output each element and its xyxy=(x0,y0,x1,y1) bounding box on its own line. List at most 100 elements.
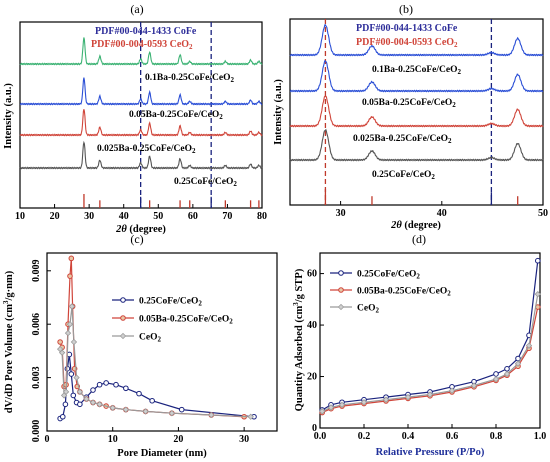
x-tick-label: 60 xyxy=(188,211,198,222)
data-point xyxy=(70,392,77,399)
panel-b-label-s3: 0.025Ba-0.25CoFe/CeO2 xyxy=(353,134,452,145)
x-tick-label: 20 xyxy=(173,434,183,445)
data-point xyxy=(360,399,368,406)
data-point xyxy=(68,371,75,377)
series-line-0 xyxy=(289,24,544,57)
x-tick-label: 80 xyxy=(257,211,267,222)
series-line-2 xyxy=(289,95,544,128)
data-point xyxy=(73,374,80,381)
legend-label: 0.05Ba-0.25CoFe/CeO2 xyxy=(357,287,451,298)
data-point xyxy=(448,387,456,394)
data-point xyxy=(62,401,69,408)
x-tick-label: 1.0 xyxy=(534,431,547,442)
x-tick-label: 50 xyxy=(538,208,548,219)
series-line-2 xyxy=(321,294,539,412)
panel-b: 30 40 50 PDF#00-044-1433 CoFe PDF#00-004-0… xyxy=(273,18,548,231)
panel-b-xlabel: 2θ (degree) xyxy=(390,220,441,231)
panel-c: 0 10 20 30 0.000 0.003 0.006 0.009 0.25CoFe/CeO… xyxy=(2,252,278,459)
data-point xyxy=(149,397,155,404)
x-tick-label: 30 xyxy=(336,208,346,219)
x-tick-label: 0 xyxy=(45,434,50,445)
data-point xyxy=(122,406,130,413)
data-point xyxy=(338,287,344,293)
panel-d-ticks: 0.0 0.2 0.4 0.6 0.8 1.0 0 20 40 60 xyxy=(307,269,546,442)
data-point xyxy=(120,315,126,321)
legend-label: CeO2 xyxy=(357,304,379,315)
series-line-1 xyxy=(19,77,263,106)
panel-b-label-s2: 0.05Ba-0.25CoFe/CeO2 xyxy=(362,98,456,109)
data-point xyxy=(514,360,522,367)
y-tick-label: 0.000 xyxy=(31,420,42,443)
data-point xyxy=(426,391,434,398)
series-line-3 xyxy=(19,140,263,170)
data-point xyxy=(103,380,109,386)
panel-b-legend-ceo2: PDF#00-004-0593 CeO2 xyxy=(356,37,458,49)
data-point xyxy=(338,270,344,276)
panel-d-label: (d) xyxy=(412,232,426,246)
series-line-1 xyxy=(289,59,544,93)
panel-d-plot xyxy=(319,257,541,416)
data-point xyxy=(470,382,478,389)
data-point xyxy=(96,401,103,408)
x-tick-label: 30 xyxy=(239,434,249,445)
data-point xyxy=(67,273,73,279)
data-point xyxy=(89,399,97,406)
x-tick-label: 50 xyxy=(153,211,163,222)
panel-c-xlabel: Pore Diameter (nm) xyxy=(117,448,207,459)
x-tick-label: 70 xyxy=(222,211,232,222)
data-point xyxy=(382,396,390,403)
x-tick-label: 0.4 xyxy=(402,431,415,442)
x-tick-label: 40 xyxy=(119,211,129,222)
series-line-3 xyxy=(289,128,544,162)
data-point xyxy=(64,329,72,337)
data-point xyxy=(535,257,541,264)
data-point xyxy=(208,411,215,419)
panel-a-label: (a) xyxy=(130,2,143,16)
data-point xyxy=(59,413,66,420)
panel-b-frame xyxy=(289,18,544,206)
data-point xyxy=(178,406,185,413)
data-point xyxy=(109,404,116,412)
data-point xyxy=(70,338,78,346)
data-point xyxy=(534,291,541,298)
panel-a-xlabel: 2θ (degree) xyxy=(115,224,166,235)
legend-label: 0.05Ba-0.25CoFe/CeO2 xyxy=(139,315,233,326)
data-point xyxy=(337,303,345,311)
x-tick-label: 40 xyxy=(437,208,447,219)
y-tick-label: 0.009 xyxy=(31,260,42,283)
panel-b-ticks: 30 40 50 xyxy=(336,201,548,219)
data-point xyxy=(120,297,126,303)
series-line-0 xyxy=(59,354,255,420)
panel-b-label-s4: 0.25CoFe/CeO2 xyxy=(372,170,435,181)
panel-a-legend-cofe: PDF#00-044-1433 CoFe xyxy=(95,26,197,37)
x-tick-label: 0.8 xyxy=(490,431,503,442)
panel-a-label-s3: 0.025Ba-0.25CoFe/CeO2 xyxy=(97,144,196,155)
panel-b-label: (b) xyxy=(399,2,413,16)
panel-d-xlabel: Relative Pressure (P/Po) xyxy=(376,447,485,458)
y-tick-label: 0 xyxy=(312,423,317,434)
y-tick-label: 40 xyxy=(307,320,317,331)
x-tick-label: 0.0 xyxy=(314,431,327,442)
series-line-2 xyxy=(19,109,263,137)
panel-c-ticks: 0 10 20 30 0.000 0.003 0.006 0.009 xyxy=(31,260,249,445)
y-tick-label: 0.006 xyxy=(31,313,42,336)
data-point xyxy=(96,381,103,388)
data-point xyxy=(113,381,119,388)
data-point xyxy=(90,387,96,393)
panel-b-label-s1: 0.1Ba-0.25CoFe/CeO2 xyxy=(372,65,462,76)
data-point xyxy=(76,388,84,396)
panel-d-legend: 0.25CoFe/CeO2 0.05Ba-0.25CoFe/CeO2 CeO2 xyxy=(330,270,451,315)
panel-a-label-s4: 0.25CoFe/CeO2 xyxy=(174,177,237,188)
data-point xyxy=(83,395,90,403)
data-point xyxy=(168,410,176,417)
y-tick-label: 20 xyxy=(307,372,317,383)
data-point xyxy=(504,366,510,372)
panel-a-plot xyxy=(19,22,263,208)
series-line-0 xyxy=(321,260,539,411)
data-point xyxy=(327,404,335,411)
panel-d-frame xyxy=(319,252,541,429)
data-point xyxy=(68,255,75,262)
data-point xyxy=(136,390,142,397)
